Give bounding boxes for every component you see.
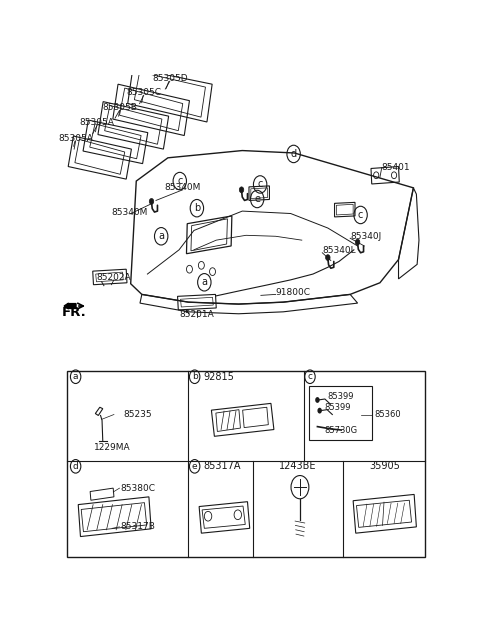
Text: d: d	[73, 462, 79, 471]
Text: b: b	[194, 203, 200, 213]
Text: 85340J: 85340J	[350, 231, 382, 241]
Text: 85305A: 85305A	[80, 118, 115, 128]
Text: FR.: FR.	[62, 306, 86, 320]
Bar	[67, 371, 425, 557]
Text: 85201A: 85201A	[180, 310, 214, 320]
Text: 85399: 85399	[324, 403, 350, 412]
Text: 85235: 85235	[123, 410, 152, 419]
Text: c: c	[308, 372, 312, 381]
Text: 85305C: 85305C	[126, 89, 161, 97]
Circle shape	[317, 408, 322, 413]
Text: 1229MA: 1229MA	[94, 443, 130, 452]
Text: 85305D: 85305D	[152, 74, 188, 84]
Text: 85360: 85360	[374, 410, 401, 419]
Text: c: c	[358, 210, 363, 220]
Circle shape	[355, 239, 360, 245]
Text: b: b	[192, 372, 198, 381]
Text: 1243BE: 1243BE	[278, 461, 316, 471]
Bar	[309, 386, 372, 440]
Text: 85340L: 85340L	[322, 247, 356, 255]
Text: 85730G: 85730G	[324, 425, 357, 435]
Text: e: e	[254, 194, 260, 204]
Text: 85305B: 85305B	[102, 103, 137, 113]
Text: 85401: 85401	[382, 163, 410, 172]
Circle shape	[315, 397, 320, 403]
Text: 85305A: 85305A	[58, 134, 93, 143]
Text: 85317B: 85317B	[120, 522, 155, 532]
Text: 91800C: 91800C	[276, 288, 311, 297]
Text: a: a	[73, 372, 78, 381]
Circle shape	[325, 255, 330, 260]
Text: 85202A: 85202A	[96, 274, 131, 282]
Text: 85340M: 85340M	[165, 183, 201, 192]
Text: d: d	[290, 149, 297, 159]
Text: a: a	[201, 277, 207, 287]
Circle shape	[240, 187, 244, 192]
Text: a: a	[158, 231, 164, 242]
Text: c: c	[257, 179, 263, 189]
Text: 85340M: 85340M	[112, 208, 148, 216]
Text: c: c	[177, 176, 182, 186]
Text: 35905: 35905	[369, 461, 400, 471]
Circle shape	[149, 199, 154, 204]
Text: 92815: 92815	[203, 372, 234, 382]
Text: 85317A: 85317A	[203, 461, 240, 471]
Text: 85399: 85399	[328, 392, 354, 401]
FancyArrow shape	[64, 303, 76, 309]
Text: e: e	[192, 462, 197, 471]
Text: 85380C: 85380C	[120, 484, 155, 493]
